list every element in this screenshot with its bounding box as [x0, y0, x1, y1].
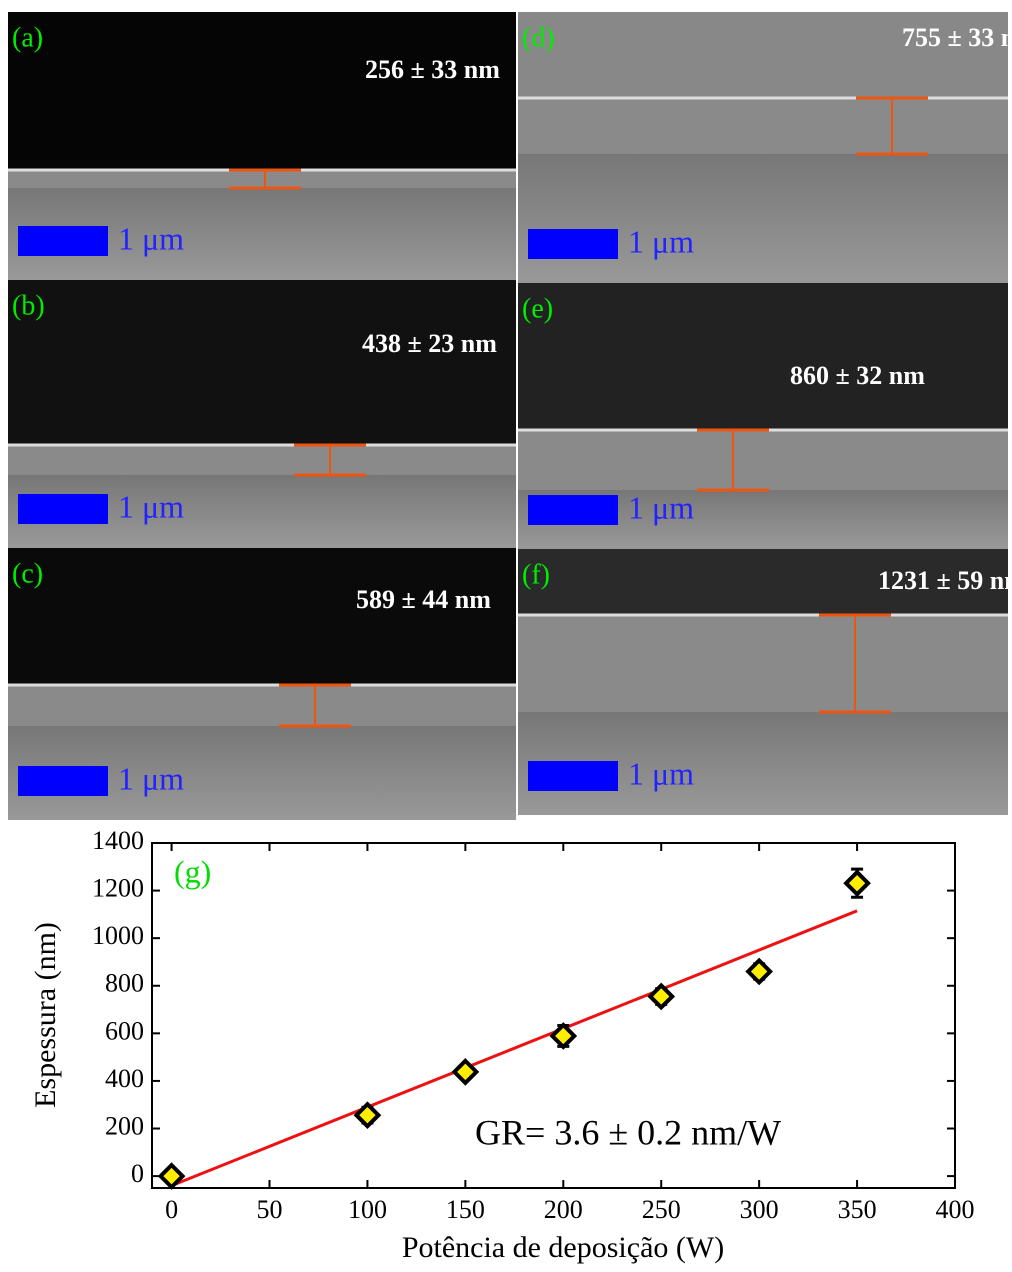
x-tick-label: 100: [348, 1195, 387, 1224]
film-layer: [518, 430, 1008, 490]
scale-label: 1 μm: [118, 488, 184, 524]
x-tick-label: 400: [936, 1195, 975, 1224]
y-tick-label: 600: [105, 1016, 144, 1045]
figure: (a) 256 ± 33 nm 1 μm (b) 438 ± 23 nm 1 μm (c) 5…: [0, 0, 1012, 1272]
scale-bar: [18, 766, 108, 796]
panel-label: (a): [12, 22, 43, 53]
y-tick-label: 1000: [92, 921, 144, 950]
data-point: [552, 1025, 574, 1047]
y-tick-label: 1400: [92, 826, 144, 855]
data-point: [356, 1104, 378, 1126]
sem-panels: (a) 256 ± 33 nm 1 μm (b) 438 ± 23 nm 1 μm (c) 5…: [8, 12, 1012, 820]
film-layer: [518, 615, 1008, 712]
scale-label: 1 μm: [628, 755, 694, 791]
y-tick-label: 1200: [92, 874, 144, 903]
x-tick-label: 150: [446, 1195, 485, 1224]
x-tick-label: 50: [257, 1195, 283, 1224]
x-axis-label: Potência de deposição (W): [402, 1231, 724, 1264]
scale-bar: [18, 226, 108, 256]
data-point: [650, 985, 672, 1007]
panel-label: (b): [12, 290, 45, 321]
scale-label: 1 μm: [118, 760, 184, 796]
thickness-label: 860 ± 32 nm: [790, 361, 925, 390]
x-tick-label: 250: [642, 1195, 681, 1224]
y-tick-label: 800: [105, 969, 144, 998]
annotation: GR= 3.6 ± 0.2 nm/W: [475, 1112, 781, 1152]
panel-label: (d): [522, 22, 555, 53]
thickness-label: 438 ± 23 nm: [362, 329, 497, 358]
y-axis-label: Espessura (nm): [29, 922, 62, 1108]
thickness-label: 256 ± 33 nm: [365, 55, 500, 84]
x-tick-label: 200: [544, 1195, 583, 1224]
substrate: [518, 154, 1008, 283]
panel-label: (f): [522, 559, 550, 590]
scale-bar: [18, 494, 108, 524]
x-tick-label: 300: [740, 1195, 779, 1224]
data-point: [748, 960, 770, 982]
y-tick-label: 200: [105, 1111, 144, 1140]
scale-bar: [528, 229, 618, 259]
scale-bar: [528, 761, 618, 791]
scale-label: 1 μm: [628, 223, 694, 259]
chart: (g) GR= 3.6 ± 0.2 nm/W Potência de depos…: [29, 826, 975, 1264]
y-tick-label: 400: [105, 1064, 144, 1093]
panel-label: (c): [12, 558, 43, 589]
film-layer: [8, 170, 516, 188]
data-point: [846, 872, 868, 894]
panel-label: (g): [174, 853, 211, 889]
film-layer: [8, 445, 516, 475]
scale-label: 1 μm: [118, 220, 184, 256]
y-tick-label: 0: [131, 1159, 144, 1188]
thickness-label: 1231 ± 59 nm: [878, 566, 1012, 595]
thickness-label: 755 ± 33 nm: [902, 23, 1012, 52]
panel-label: (e): [522, 293, 553, 324]
x-tick-label: 0: [165, 1195, 178, 1224]
x-tick-label: 350: [838, 1195, 877, 1224]
scale-label: 1 μm: [628, 489, 694, 525]
film-layer: [8, 685, 516, 726]
thickness-label: 589 ± 44 nm: [356, 585, 491, 614]
scale-bar: [528, 495, 618, 525]
film-layer: [518, 98, 1008, 154]
